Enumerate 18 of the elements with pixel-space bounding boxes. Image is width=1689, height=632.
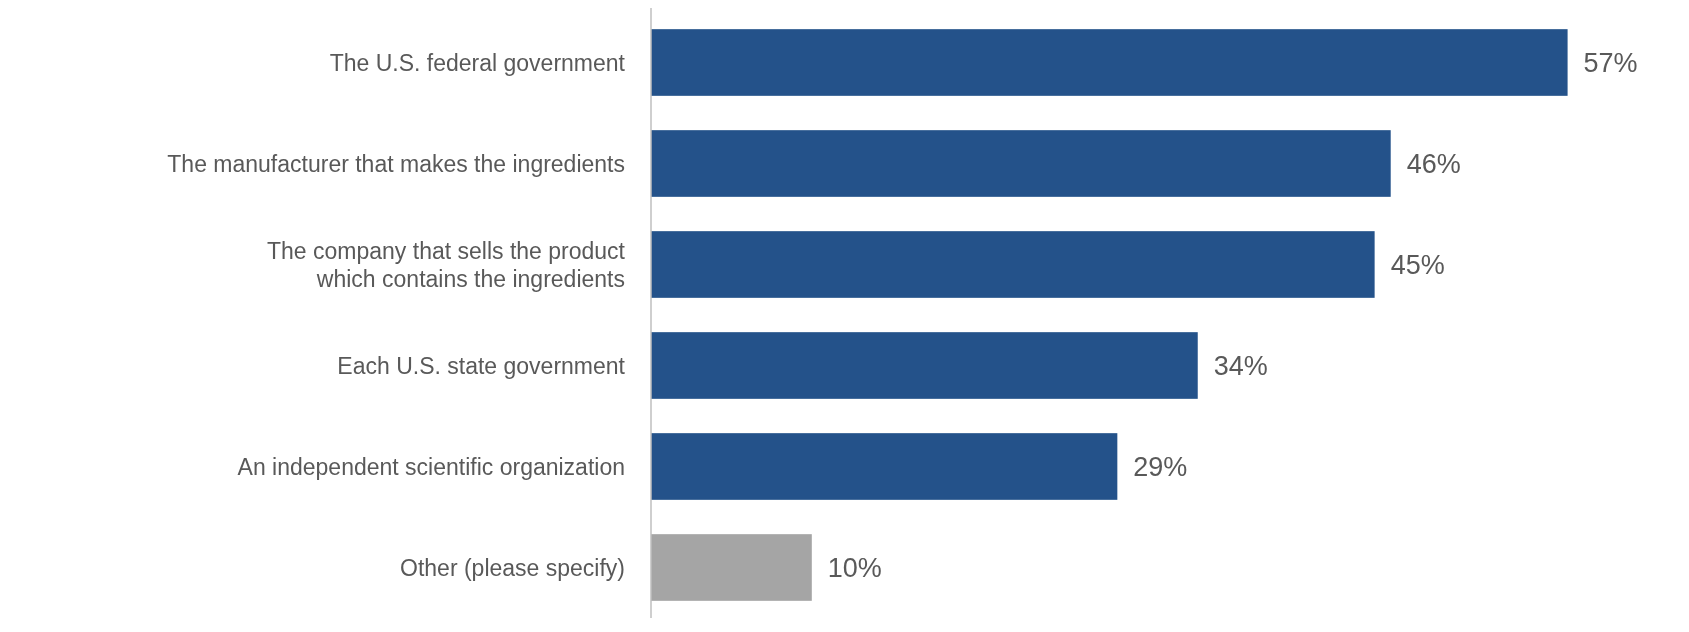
bar — [651, 332, 1198, 399]
data-label: 29% — [1133, 451, 1188, 482]
y-tick-label: An independent scientific organization — [237, 453, 625, 480]
bar — [651, 29, 1568, 96]
bar — [651, 231, 1375, 298]
y-tick-label: The U.S. federal government — [329, 49, 626, 76]
data-label: 57% — [1583, 47, 1638, 78]
data-label: 45% — [1390, 249, 1445, 280]
bar — [651, 433, 1118, 500]
bar — [651, 534, 812, 601]
data-label: 34% — [1213, 350, 1268, 381]
y-tick-label: The company that sells the product which contains the ingredients — [267, 237, 626, 292]
y-tick-label: The manufacturer that makes the ingredients — [167, 150, 625, 177]
y-tick-label: Each U.S. state government — [337, 352, 626, 379]
bar — [651, 130, 1391, 197]
data-label: 10% — [827, 552, 882, 583]
y-tick-label: Other (please specify) — [400, 554, 625, 581]
data-label: 46% — [1406, 148, 1461, 179]
